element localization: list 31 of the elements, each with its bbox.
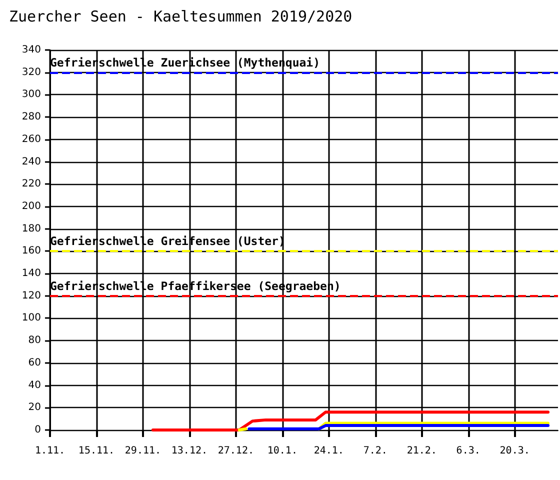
x-tick-label: 21.2. <box>406 446 437 456</box>
y-tick-label: 140 <box>22 268 41 280</box>
y-tick-label: 300 <box>22 89 41 100</box>
y-tick-label: 220 <box>22 178 41 190</box>
y-tick-label: 240 <box>22 156 41 168</box>
x-tick-label: 10.1. <box>267 446 298 456</box>
y-tick-label: 60 <box>28 357 41 368</box>
line-series <box>151 410 550 432</box>
y-tick-label: 260 <box>22 134 41 145</box>
y-tick-label: 40 <box>28 380 41 391</box>
y-tick-label: 100 <box>22 312 41 324</box>
y-tick-label: 200 <box>22 200 41 212</box>
x-tick-label: 13.12. <box>171 446 208 456</box>
y-tick-label: 120 <box>22 290 41 302</box>
y-tick-label: 340 <box>22 44 41 56</box>
y-tick-label: 160 <box>22 246 41 257</box>
x-tick-label: 27.12. <box>218 446 254 456</box>
y-tick-label: 20 <box>28 402 41 414</box>
y-tick-label: 320 <box>22 66 41 78</box>
x-tick-label: 7.2. <box>363 446 388 456</box>
x-tick-label: 1.11. <box>34 446 66 456</box>
x-tick-label: 15.11. <box>78 446 115 456</box>
y-tick-label: 80 <box>28 335 41 346</box>
y-tick-label: 280 <box>22 112 41 123</box>
x-tick-label: 20.3. <box>500 446 530 456</box>
x-tick-label: 6.3. <box>456 446 480 456</box>
y-tick-label: 180 <box>22 223 41 234</box>
y-tick-label: 0 <box>34 424 41 436</box>
x-tick-label: 24.1. <box>314 446 344 456</box>
x-tick-label: 29.11. <box>124 446 162 456</box>
chart-title: Zuercher Seen - Kaeltesummen 2019/2020 <box>9 8 352 26</box>
